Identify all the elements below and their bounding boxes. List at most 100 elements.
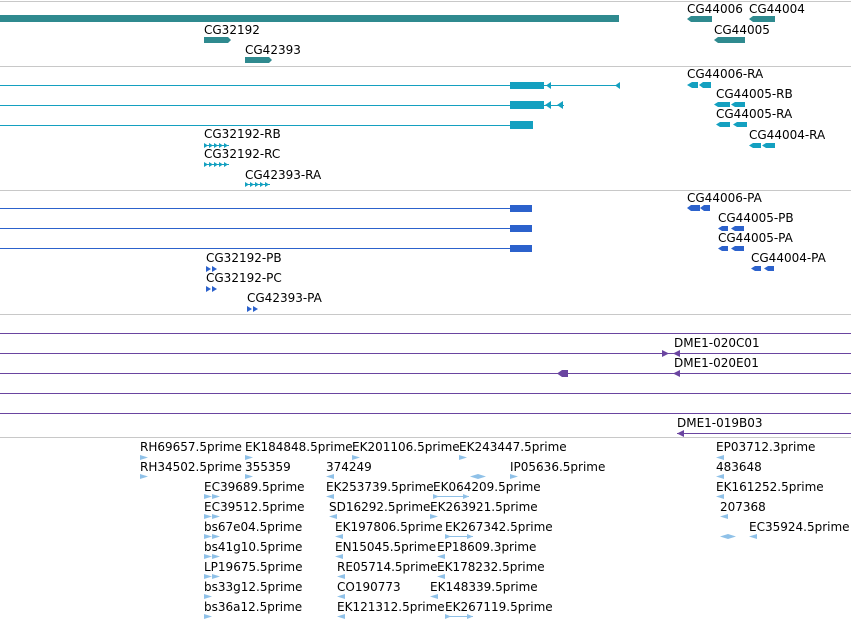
feature-label-ek184848-5prime[interactable]: EK184848.5prime (245, 440, 353, 454)
protein-exon[interactable] (510, 205, 532, 212)
feature-label-cg44005[interactable]: CG44005 (714, 23, 770, 37)
protein-exon[interactable] (253, 306, 258, 312)
transcript-exon[interactable] (615, 82, 620, 89)
transcript-exon[interactable] (510, 101, 544, 109)
feature-label-bs67e04-5prime[interactable]: bs67e04.5prime (204, 520, 302, 534)
feature-label-rh69657-5prime[interactable]: RH69657.5prime (140, 440, 242, 454)
est-feature[interactable] (716, 474, 724, 479)
transcript-exon[interactable] (250, 182, 254, 187)
transcript-exon[interactable] (214, 162, 218, 167)
gene-arrow[interactable] (228, 37, 231, 43)
gene-CG44006[interactable] (691, 16, 712, 22)
est-feature[interactable] (335, 534, 343, 539)
transcript-exon[interactable] (219, 143, 223, 148)
est-feature[interactable] (212, 494, 220, 499)
est-feature[interactable] (463, 494, 469, 499)
clone-marker[interactable] (673, 350, 680, 357)
feature-label-ek263921-5prime[interactable]: EK263921.5prime (430, 500, 538, 514)
feature-label-ek197806-5prime[interactable]: EK197806.5prime (335, 520, 443, 534)
est-feature[interactable] (433, 494, 439, 499)
protein-exon[interactable] (510, 245, 532, 252)
transcript-exon[interactable] (737, 122, 747, 127)
transcript-exon[interactable] (209, 162, 213, 167)
transcript-exon[interactable] (204, 143, 208, 148)
gene-arrow[interactable] (687, 16, 691, 22)
transcript-exon[interactable] (224, 143, 228, 148)
est-feature[interactable] (445, 614, 451, 619)
feature-label-483648[interactable]: 483648 (716, 460, 762, 474)
feature-label-cg44006-ra[interactable]: CG44006-RA (687, 67, 764, 81)
est-feature[interactable] (716, 455, 724, 460)
feature-label-ep03712-3prime[interactable]: EP03712.3prime (716, 440, 815, 454)
feature-label-ek161252-5prime[interactable]: EK161252.5prime (716, 480, 824, 494)
transcript-exon[interactable] (718, 102, 730, 107)
est-feature[interactable] (720, 514, 728, 519)
gene-CG44005[interactable] (718, 37, 745, 43)
gene-arrow[interactable] (714, 37, 718, 43)
feature-label-bs33g12-5prime[interactable]: bs33g12.5prime (204, 580, 302, 594)
feature-label-dme1-020e01[interactable]: DME1-020E01 (674, 356, 759, 370)
est-feature[interactable] (326, 474, 334, 479)
protein-exon[interactable] (722, 226, 728, 231)
transcript-exon[interactable] (510, 82, 544, 89)
est-feature[interactable] (335, 554, 343, 559)
clone-marker[interactable] (562, 370, 568, 377)
feature-label-en15045-5prime[interactable]: EN15045.5prime (335, 540, 436, 554)
feature-label-sd16292-5prime[interactable]: SD16292.5prime (329, 500, 430, 514)
feature-label-cg44005-pb[interactable]: CG44005-PB (718, 211, 794, 225)
est-feature[interactable] (212, 574, 220, 579)
feature-label-cg32192[interactable]: CG32192 (204, 23, 260, 37)
transcript-exon[interactable] (255, 182, 259, 187)
transcript-exon[interactable] (219, 162, 223, 167)
feature-label-cg44005-ra[interactable]: CG44005-RA (716, 107, 793, 121)
protein-exon[interactable] (722, 246, 728, 251)
feature-label-cg42393-pa[interactable]: CG42393-PA (247, 291, 323, 305)
est-feature[interactable] (212, 534, 220, 539)
feature-label-207368[interactable]: 207368 (720, 500, 766, 514)
clone-marker[interactable] (662, 350, 669, 357)
est-feature[interactable] (445, 534, 451, 539)
feature-label-ek121312-5prime[interactable]: EK121312.5prime (337, 600, 445, 614)
protein-exon[interactable] (735, 246, 744, 251)
feature-label-cg44006[interactable]: CG44006 (687, 2, 743, 16)
transcript-exon[interactable] (265, 182, 269, 187)
est-feature[interactable] (467, 534, 473, 539)
clone-marker[interactable] (677, 430, 684, 437)
est-feature[interactable] (337, 614, 345, 619)
feature-label-dme1-019b03[interactable]: DME1-019B03 (677, 416, 763, 430)
transcript-exon[interactable] (749, 143, 753, 148)
transcript-exon[interactable] (692, 82, 698, 88)
feature-label-cg44006-pa[interactable]: CG44006-PA (687, 191, 763, 205)
protein-exon[interactable] (510, 225, 532, 232)
est-feature[interactable] (204, 614, 212, 619)
est-feature[interactable] (204, 514, 212, 519)
transcript-exon[interactable] (703, 82, 711, 88)
est-feature[interactable] (204, 494, 212, 499)
est-feature[interactable] (329, 514, 337, 519)
est-feature[interactable] (337, 574, 345, 579)
est-feature[interactable] (140, 455, 148, 460)
protein-exon[interactable] (768, 266, 774, 271)
protein-exon[interactable] (718, 226, 722, 231)
protein-exon[interactable] (718, 246, 722, 251)
transcript-exon[interactable] (766, 143, 775, 148)
est-feature[interactable] (245, 474, 253, 479)
protein-exon[interactable] (704, 205, 710, 211)
feature-label-ek064209-5prime[interactable]: EK064209.5prime (433, 480, 541, 494)
protein-exon[interactable] (206, 266, 211, 272)
protein-exon[interactable] (212, 266, 217, 272)
transcript-exon[interactable] (687, 82, 692, 88)
clone-marker[interactable] (673, 370, 680, 377)
protein-exon[interactable] (731, 246, 735, 251)
protein-exon[interactable] (691, 205, 700, 211)
transcript-exon[interactable] (209, 143, 213, 148)
transcript-exon[interactable] (733, 122, 737, 127)
feature-label-ek253739-5prime[interactable]: EK253739.5prime (326, 480, 434, 494)
est-feature[interactable] (478, 474, 486, 479)
est-feature[interactable] (337, 594, 345, 599)
gene-CG42393[interactable] (245, 57, 269, 63)
transcript-exon[interactable] (699, 82, 703, 88)
feature-label-ek267342-5prime[interactable]: EK267342.5prime (445, 520, 553, 534)
transcript-exon[interactable] (214, 143, 218, 148)
est-feature[interactable] (728, 534, 736, 539)
